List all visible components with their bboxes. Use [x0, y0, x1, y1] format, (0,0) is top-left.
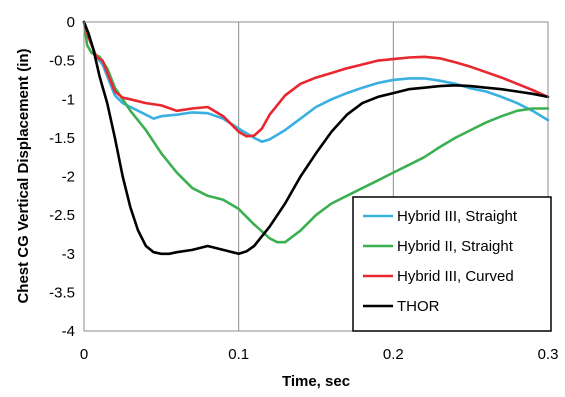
y-tick-label: -3 — [62, 246, 75, 263]
y-axis-title: Chest CG Vertical Displacement (in) — [15, 48, 32, 303]
legend-box — [352, 196, 552, 332]
y-tick-label: -4 — [62, 323, 75, 340]
tick-labels: 0 -0.5 -1 -1.5 -2 -2.5 -3 -3.5 -4 0 0.1 0.2 0.3 — [49, 14, 558, 363]
y-tick-label: -1.5 — [49, 130, 75, 147]
y-tick-label: -1 — [62, 91, 75, 108]
plot-area-border — [83, 21, 549, 332]
series-line-hybrid-iii-straight — [82, 20, 550, 143]
x-axis-title: Time, sec — [282, 373, 350, 390]
legend: Hybrid III, Straight Hybrid II, Straight H… — [352, 196, 552, 332]
x-tick-label: 0.3 — [538, 346, 559, 363]
legend-label: Hybrid III, Curved — [397, 268, 514, 285]
x-tick-label: 0.1 — [228, 346, 249, 363]
series-layer — [82, 20, 550, 256]
y-tick-label: -0.5 — [49, 53, 75, 70]
y-tick-label: -3.5 — [49, 284, 75, 301]
series-line-thor — [82, 20, 550, 256]
series-line-hybrid-iii-curved — [82, 20, 550, 138]
x-tick-label: 0 — [80, 346, 88, 363]
legend-label: Hybrid II, Straight — [397, 238, 514, 255]
y-tick-label: -2.5 — [49, 207, 75, 224]
legend-label: Hybrid III, Straight — [397, 208, 518, 225]
x-tick-label: 0.2 — [383, 346, 404, 363]
legend-label: THOR — [397, 298, 440, 315]
y-tick-label: -2 — [62, 169, 75, 186]
y-tick-label: 0 — [67, 14, 75, 31]
